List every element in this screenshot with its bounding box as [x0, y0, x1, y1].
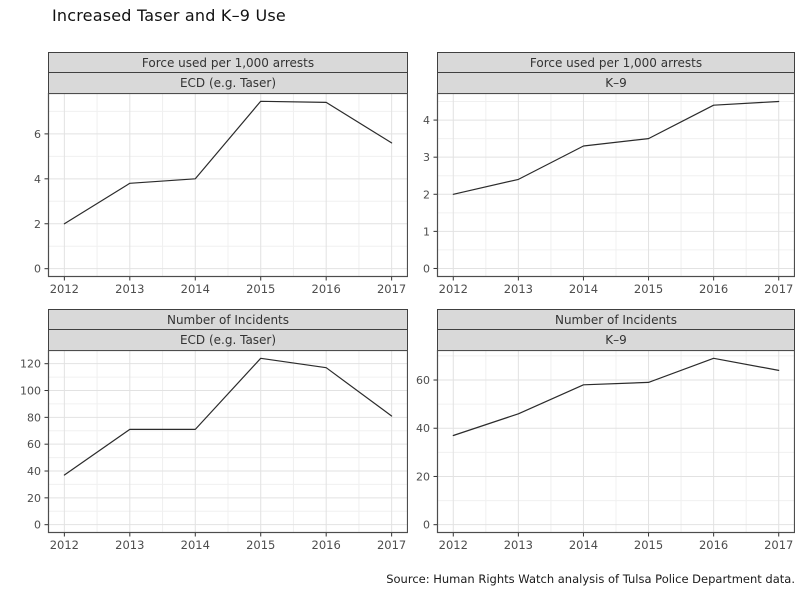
y-tick-label: 0 — [34, 519, 41, 532]
x-tick-label: 2012 — [50, 282, 79, 296]
y-tick-label: 2 — [423, 188, 430, 201]
x-tick-label: 2016 — [699, 538, 728, 552]
x-tick-label: 2013 — [504, 538, 533, 552]
data-line — [452, 357, 780, 437]
data-line — [63, 100, 393, 225]
y-tick-label: 3 — [423, 151, 430, 164]
data-line — [452, 100, 780, 195]
panel-border — [436, 93, 795, 278]
x-tick-label: 2017 — [377, 282, 406, 296]
facet-header-weapon: K–9 — [437, 329, 795, 351]
y-tick-label: 2 — [34, 218, 41, 231]
x-tick-label: 2015 — [246, 282, 275, 296]
x-tick-label: 2015 — [634, 538, 663, 552]
x-tick-label: 2013 — [115, 538, 144, 552]
x-tick-label: 2013 — [115, 282, 144, 296]
y-tick-label: 0 — [34, 263, 41, 276]
facet-header-weapon: ECD (e.g. Taser) — [48, 72, 408, 94]
x-tick-label: 2016 — [312, 538, 341, 552]
panel-border — [436, 350, 795, 534]
facet-header-measure: Number of Incidents — [437, 309, 795, 330]
x-tick-label: 2015 — [634, 282, 663, 296]
page-title: Increased Taser and K–9 Use — [52, 6, 286, 25]
panel-incidents-ecd: Number of Incidents ECD (e.g. Taser) 0 20… — [18, 309, 408, 555]
x-tick-label: 2017 — [377, 538, 406, 552]
y-tick-label: 80 — [27, 411, 41, 424]
y-tick-label: 100 — [20, 385, 41, 398]
x-tick-label: 2015 — [246, 538, 275, 552]
y-tick-label: 20 — [27, 492, 41, 505]
facet-header-measure: Force used per 1,000 arrests — [437, 52, 795, 73]
facet-header-measure: Force used per 1,000 arrests — [48, 52, 408, 73]
y-tick-label: 0 — [423, 262, 430, 275]
y-tick-label: 120 — [20, 358, 41, 371]
x-tick-label: 2013 — [504, 282, 533, 296]
panel-force-k9: Force used per 1,000 arrests K–9 0 1 2 3 4 20… — [407, 52, 795, 299]
y-tick-label: 4 — [34, 173, 41, 186]
y-tick-label: 20 — [416, 470, 430, 483]
facet-header-measure: Number of Incidents — [48, 309, 408, 330]
x-tick-label: 2017 — [764, 282, 793, 296]
y-tick-label: 4 — [423, 114, 430, 127]
plot-force-k9: 0 1 2 3 4 2012 2013 2014 2015 2016 2017 — [423, 93, 795, 296]
x-tick-label: 2012 — [50, 538, 79, 552]
x-tick-label: 2017 — [764, 538, 793, 552]
y-tick-label: 0 — [423, 519, 430, 532]
panel-force-ecd: Force used per 1,000 arrests ECD (e.g. T… — [18, 52, 408, 299]
plot-incidents-k9: 0 20 40 60 2012 2013 2014 2015 2016 2017 — [416, 350, 795, 552]
x-tick-label: 2014 — [569, 282, 598, 296]
x-tick-label: 2012 — [439, 538, 468, 552]
facet-header-weapon: K–9 — [437, 72, 795, 94]
x-tick-label: 2014 — [569, 538, 598, 552]
x-tick-label: 2012 — [439, 282, 468, 296]
x-tick-label: 2014 — [181, 282, 210, 296]
x-tick-label: 2014 — [181, 538, 210, 552]
y-tick-label: 60 — [27, 438, 41, 451]
y-tick-label: 6 — [34, 128, 41, 141]
panel-border — [47, 93, 408, 278]
y-tick-label: 60 — [416, 374, 430, 387]
data-line — [63, 357, 393, 476]
facet-header-weapon: ECD (e.g. Taser) — [48, 329, 408, 351]
panel-incidents-k9: Number of Incidents K–9 0 20 40 60 2012 2013 2… — [407, 309, 795, 555]
panel-border — [47, 350, 408, 534]
y-tick-label: 40 — [416, 422, 430, 435]
source-note: Source: Human Rights Watch analysis of T… — [386, 572, 795, 586]
y-tick-label: 40 — [27, 465, 41, 478]
plot-force-ecd: 0 2 4 6 2012 2013 2014 2015 2016 2017 — [34, 93, 408, 296]
y-tick-label: 1 — [423, 225, 430, 238]
x-tick-label: 2016 — [312, 282, 341, 296]
x-tick-label: 2016 — [699, 282, 728, 296]
plot-incidents-ecd: 0 20 40 60 80 100 120 2012 2013 2014 2015 2016 2017 — [20, 350, 408, 552]
